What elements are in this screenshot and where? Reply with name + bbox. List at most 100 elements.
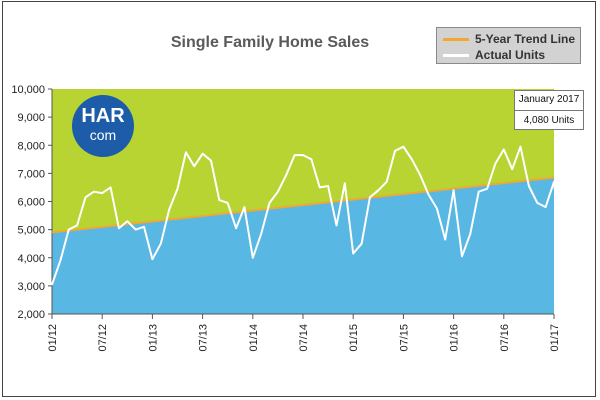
actual-units-point bbox=[394, 150, 396, 152]
actual-units-point bbox=[210, 159, 212, 162]
chart-title: Single Family Home Sales bbox=[170, 34, 370, 51]
actual-units-point bbox=[385, 181, 388, 183]
x-tick-label: 01/14 bbox=[248, 324, 260, 352]
actual-units-point bbox=[260, 233, 262, 235]
actual-units-point bbox=[252, 256, 254, 259]
actual-units-point bbox=[185, 151, 187, 154]
actual-units-point bbox=[486, 188, 488, 190]
actual-units-point bbox=[469, 233, 472, 235]
actual-units-point bbox=[67, 228, 70, 231]
actual-units-point bbox=[59, 259, 62, 262]
actual-units-point bbox=[134, 228, 137, 231]
actual-units-point bbox=[268, 202, 271, 204]
callout-divider bbox=[515, 110, 583, 111]
legend-label-trend: 5-Year Trend Line bbox=[475, 32, 576, 46]
actual-units-point bbox=[109, 186, 112, 189]
actual-units-point bbox=[51, 283, 53, 286]
actual-units-point bbox=[235, 227, 237, 230]
logo-text-com: com bbox=[89, 127, 117, 143]
x-tick-label: 01/15 bbox=[348, 324, 360, 352]
y-tick-label: 9,000 bbox=[17, 112, 45, 124]
actual-units-point bbox=[118, 227, 120, 230]
x-tick-label: 01/16 bbox=[449, 324, 461, 352]
actual-units-point bbox=[285, 173, 288, 176]
actual-units-point bbox=[536, 202, 539, 204]
actual-units-point bbox=[477, 190, 480, 193]
actual-units-point bbox=[277, 190, 279, 193]
latest-value-callout: January 2017 4,080 Units bbox=[514, 90, 584, 130]
x-tick-label: 01/13 bbox=[147, 324, 159, 352]
actual-units-point bbox=[201, 152, 204, 155]
actual-units-point bbox=[377, 189, 380, 192]
actual-units-point bbox=[318, 186, 321, 189]
actual-units-line bbox=[51, 145, 564, 285]
legend-swatch-trend bbox=[443, 38, 469, 41]
har-logo: HAR com bbox=[72, 95, 134, 157]
actual-units-point bbox=[335, 224, 338, 227]
legend: 5-Year Trend Line Actual Units bbox=[436, 27, 581, 64]
actual-units-point bbox=[419, 173, 421, 176]
actual-units-point bbox=[101, 192, 103, 194]
actual-units-point bbox=[352, 252, 355, 255]
y-tick-label: 6,000 bbox=[17, 197, 45, 209]
y-tick-label: 4,000 bbox=[17, 253, 45, 265]
area-below-trend bbox=[52, 177, 554, 314]
actual-units-point bbox=[193, 165, 196, 168]
actual-units-point bbox=[461, 255, 463, 258]
actual-units-point bbox=[427, 193, 430, 196]
actual-units-point bbox=[168, 209, 170, 211]
actual-units-point bbox=[218, 199, 221, 201]
actual-units-point bbox=[76, 224, 78, 227]
actual-units-point bbox=[302, 154, 304, 156]
actual-units-point bbox=[293, 154, 296, 156]
y-tick-label: 5,000 bbox=[17, 225, 45, 237]
y-tick-label: 3,000 bbox=[17, 281, 45, 293]
x-tick-label: 01/17 bbox=[549, 324, 561, 352]
actual-units-point bbox=[243, 206, 246, 208]
actual-units-point bbox=[553, 181, 555, 183]
x-tick-label: 07/16 bbox=[499, 324, 511, 352]
legend-item-trend: 5-Year Trend Line bbox=[437, 31, 580, 47]
actual-units-point bbox=[452, 189, 455, 192]
actual-units-point bbox=[410, 158, 413, 161]
actual-units-point bbox=[444, 238, 447, 241]
actual-units-point bbox=[327, 185, 329, 187]
actual-units-point bbox=[176, 188, 179, 190]
x-tick-label: 07/15 bbox=[398, 324, 410, 352]
x-tick-label: 07/12 bbox=[97, 324, 109, 352]
y-tick-label: 7,000 bbox=[17, 168, 45, 180]
actual-units-point bbox=[310, 158, 313, 161]
actual-units-point bbox=[519, 145, 522, 148]
callout-value: 4,080 Units bbox=[523, 115, 575, 126]
callout-month: January 2017 bbox=[518, 94, 580, 105]
actual-units-point bbox=[84, 196, 87, 199]
actual-units-point bbox=[143, 226, 145, 228]
y-tick-label: 2,000 bbox=[17, 309, 45, 321]
actual-units-point bbox=[494, 162, 497, 165]
actual-units-point bbox=[369, 196, 371, 199]
actual-units-point bbox=[402, 145, 405, 148]
actual-units-point bbox=[528, 185, 530, 187]
actual-units-point bbox=[159, 242, 162, 245]
actual-units-point bbox=[93, 190, 95, 193]
actual-units-point bbox=[561, 254, 564, 257]
x-tick-label: 07/14 bbox=[298, 324, 310, 352]
actual-units-point bbox=[344, 182, 346, 185]
legend-label-actual: Actual Units bbox=[475, 48, 546, 62]
actual-units-point bbox=[436, 207, 438, 210]
actual-units-point bbox=[503, 148, 505, 151]
actual-units-point bbox=[360, 242, 363, 245]
actual-units-point bbox=[126, 220, 129, 222]
y-tick-label: 10,000 bbox=[11, 84, 45, 96]
actual-units-point bbox=[544, 206, 547, 208]
x-tick-label: 07/13 bbox=[198, 324, 210, 352]
logo-text-har: HAR bbox=[81, 105, 125, 127]
actual-units-point bbox=[151, 258, 154, 260]
legend-item-actual: Actual Units bbox=[437, 47, 580, 63]
x-tick-label: 01/12 bbox=[47, 324, 59, 352]
trend-line bbox=[51, 176, 555, 234]
actual-units-point bbox=[511, 168, 513, 170]
legend-swatch-actual bbox=[443, 54, 469, 57]
